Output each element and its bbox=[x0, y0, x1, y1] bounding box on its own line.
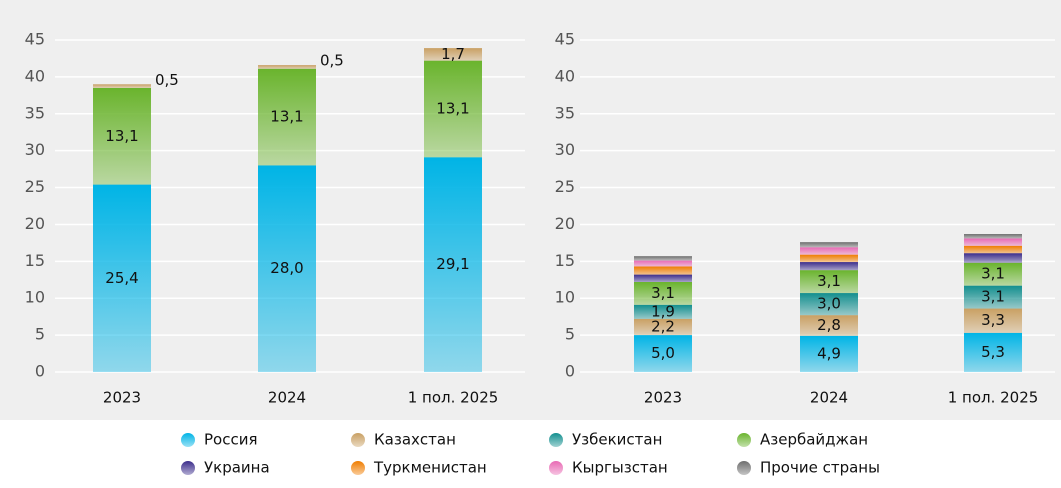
legend-swatch bbox=[737, 433, 751, 447]
value-label: 3,1 bbox=[981, 288, 1005, 306]
value-label: 0,5 bbox=[320, 52, 344, 70]
bar-segment bbox=[964, 253, 1022, 263]
y-tick-label: 40 bbox=[555, 66, 575, 85]
legend-swatch bbox=[351, 433, 365, 447]
legend-label: Украина bbox=[204, 459, 270, 477]
legend-label: Туркменистан bbox=[373, 459, 487, 477]
bar-segment bbox=[964, 234, 1022, 239]
y-tick-label: 0 bbox=[35, 362, 45, 381]
value-label: 2,8 bbox=[817, 316, 841, 334]
y-tick-label: 45 bbox=[555, 30, 575, 49]
bar-segment bbox=[800, 262, 858, 271]
x-tick-label: 1 пол. 2025 bbox=[408, 389, 499, 407]
y-tick-label: 30 bbox=[555, 140, 575, 159]
plot-background bbox=[0, 0, 1061, 420]
y-tick-label: 10 bbox=[25, 288, 45, 307]
legend-swatch bbox=[181, 461, 195, 475]
legend-swatch bbox=[181, 433, 195, 447]
value-label: 0,5 bbox=[155, 71, 179, 89]
value-label: 5,3 bbox=[981, 343, 1005, 361]
bar-segment bbox=[634, 260, 692, 267]
x-tick-label: 2023 bbox=[644, 389, 682, 407]
y-tick-label: 25 bbox=[555, 177, 575, 196]
x-tick-label: 1 пол. 2025 bbox=[948, 389, 1039, 407]
y-tick-label: 15 bbox=[555, 251, 575, 270]
bar-segment bbox=[964, 262, 1022, 286]
legend-label: Россия bbox=[204, 431, 258, 449]
y-tick-label: 35 bbox=[555, 103, 575, 122]
bar-segment bbox=[258, 65, 316, 69]
y-tick-label: 25 bbox=[25, 177, 45, 196]
bar-segment bbox=[634, 281, 692, 305]
value-label: 3,0 bbox=[817, 295, 841, 313]
value-label: 1,9 bbox=[651, 302, 675, 320]
bar-segment bbox=[634, 274, 692, 282]
value-label: 5,0 bbox=[651, 344, 675, 362]
bar-segment bbox=[634, 335, 692, 372]
legend-label: Азербайджан bbox=[760, 431, 868, 449]
y-tick-label: 0 bbox=[565, 362, 575, 381]
bar-segment bbox=[634, 318, 692, 336]
bar-segment bbox=[800, 335, 858, 372]
legend-swatch bbox=[351, 461, 365, 475]
value-label: 2,2 bbox=[651, 317, 675, 335]
value-label: 3,1 bbox=[981, 265, 1005, 283]
y-tick-label: 5 bbox=[565, 325, 575, 344]
bar-segment bbox=[93, 87, 151, 185]
bar-segment bbox=[800, 293, 858, 316]
bar-segment bbox=[93, 184, 151, 372]
legend-swatch bbox=[737, 461, 751, 475]
y-tick-label: 35 bbox=[25, 103, 45, 122]
bar-segment bbox=[800, 247, 858, 255]
bar-segment bbox=[800, 315, 858, 336]
x-tick-label: 2024 bbox=[810, 389, 848, 407]
bar-segment bbox=[800, 254, 858, 263]
value-label: 13,1 bbox=[436, 99, 469, 117]
value-label: 3,1 bbox=[651, 284, 675, 302]
y-tick-label: 10 bbox=[555, 288, 575, 307]
bar-segment bbox=[800, 242, 858, 248]
bar-segment bbox=[424, 157, 482, 372]
y-tick-label: 15 bbox=[25, 251, 45, 270]
bar-segment bbox=[258, 165, 316, 372]
bar-segment bbox=[634, 266, 692, 275]
value-label: 4,9 bbox=[817, 344, 841, 362]
value-label: 3,3 bbox=[981, 311, 1005, 329]
y-tick-label: 5 bbox=[35, 325, 45, 344]
x-tick-label: 2024 bbox=[268, 389, 306, 407]
value-label: 29,1 bbox=[436, 255, 469, 273]
bar-segment bbox=[93, 84, 151, 88]
x-tick-label: 2023 bbox=[103, 389, 141, 407]
y-tick-label: 40 bbox=[25, 66, 45, 85]
value-label: 13,1 bbox=[105, 127, 138, 145]
y-tick-label: 20 bbox=[555, 214, 575, 233]
bar-segment bbox=[964, 238, 1022, 246]
legend-label: Прочие страны bbox=[760, 459, 880, 477]
bar-segment bbox=[634, 256, 692, 261]
legend-swatch bbox=[549, 433, 563, 447]
legend-label: Кыргызстан bbox=[572, 459, 668, 477]
legend-label: Узбекистан bbox=[572, 431, 662, 449]
bar-segment bbox=[964, 285, 1022, 309]
value-label: 25,4 bbox=[105, 269, 138, 287]
value-label: 13,1 bbox=[270, 108, 303, 126]
bar-segment bbox=[424, 48, 482, 61]
bar-segment bbox=[424, 60, 482, 158]
bar-segment bbox=[964, 245, 1022, 254]
value-label: 28,0 bbox=[270, 259, 303, 277]
y-tick-label: 30 bbox=[25, 140, 45, 159]
value-label: 3,1 bbox=[817, 272, 841, 290]
legend-label: Казахстан bbox=[374, 431, 456, 449]
y-tick-label: 45 bbox=[25, 30, 45, 49]
y-tick-label: 20 bbox=[25, 214, 45, 233]
bar-segment bbox=[964, 332, 1022, 372]
bar-segment bbox=[964, 308, 1022, 333]
bar-segment bbox=[258, 68, 316, 166]
value-label: 1,7 bbox=[441, 45, 465, 63]
bar-segment bbox=[800, 270, 858, 294]
legend-swatch bbox=[549, 461, 563, 475]
bar-segment bbox=[634, 304, 692, 319]
